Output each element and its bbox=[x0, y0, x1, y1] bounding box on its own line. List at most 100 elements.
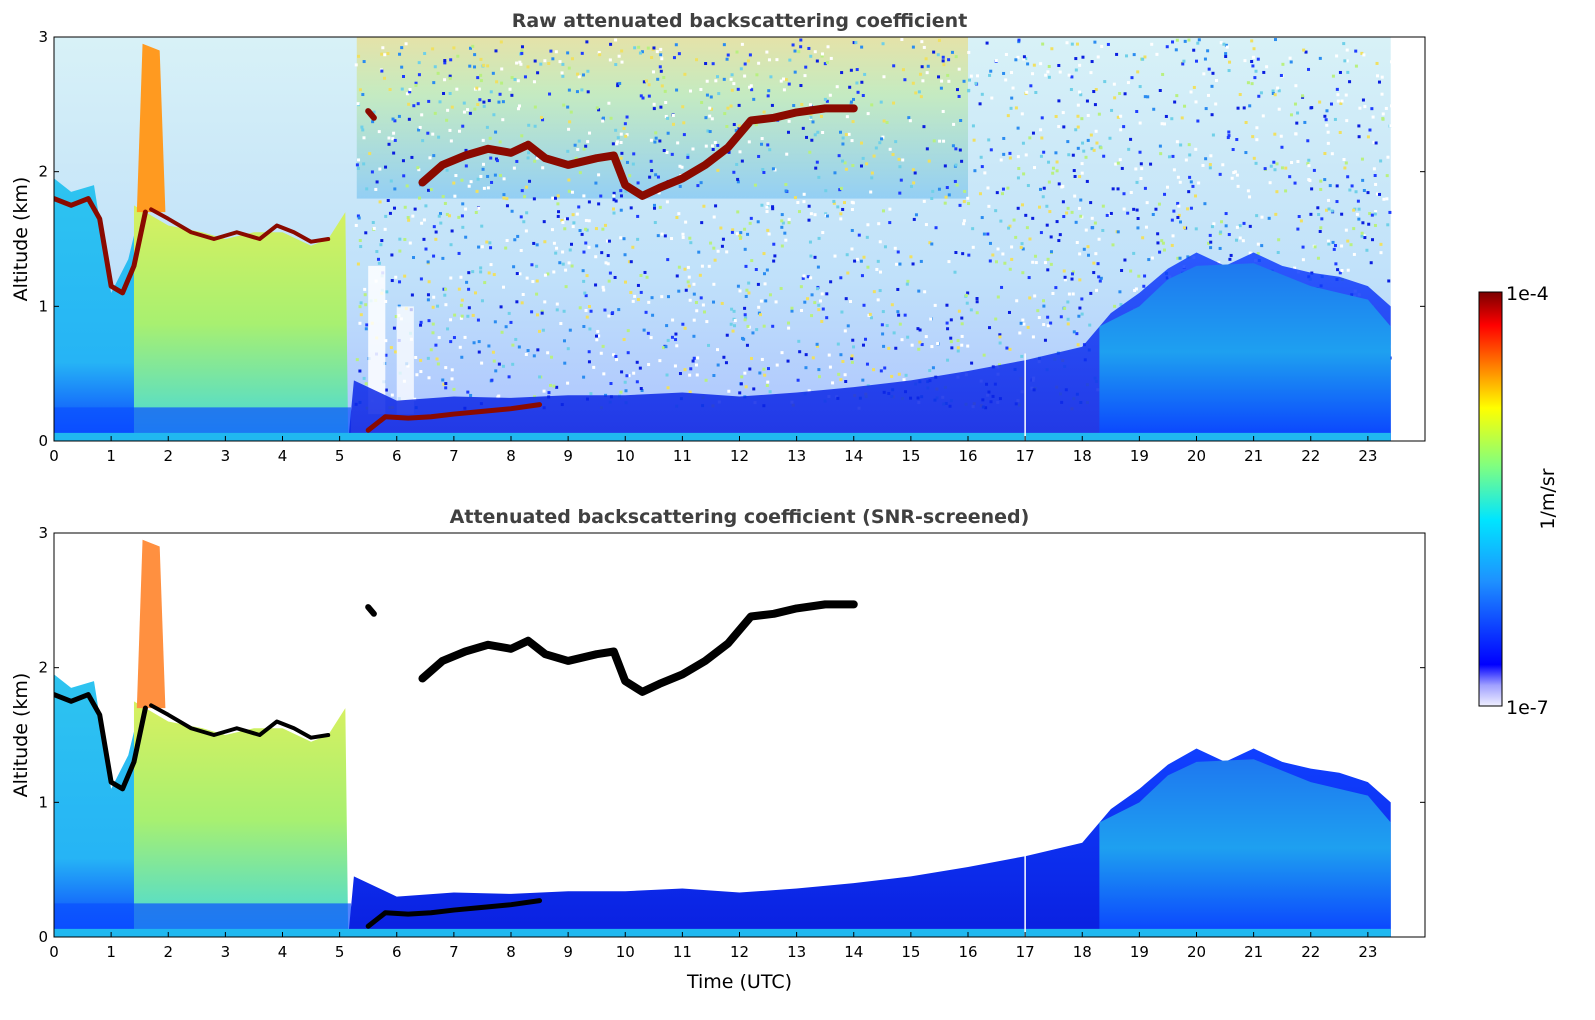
noise-speckle bbox=[1212, 222, 1216, 226]
noise-speckle bbox=[813, 255, 817, 259]
signal-gap bbox=[368, 265, 386, 415]
noise-speckle bbox=[941, 109, 945, 113]
noise-speckle bbox=[525, 276, 529, 280]
noise-speckle bbox=[585, 40, 589, 44]
noise-speckle bbox=[1338, 130, 1342, 134]
noise-speckle bbox=[653, 206, 657, 210]
noise-speckle bbox=[452, 181, 456, 185]
noise-speckle bbox=[1096, 262, 1100, 266]
noise-speckle bbox=[582, 250, 586, 254]
noise-speckle bbox=[1123, 92, 1127, 96]
noise-speckle bbox=[1129, 269, 1133, 273]
noise-speckle bbox=[701, 303, 705, 307]
noise-speckle bbox=[1136, 217, 1140, 221]
noise-speckle bbox=[1094, 252, 1098, 256]
noise-speckle bbox=[1189, 206, 1193, 210]
noise-speckle bbox=[961, 252, 965, 256]
noise-speckle bbox=[526, 156, 530, 160]
noise-speckle bbox=[650, 296, 654, 300]
noise-speckle bbox=[618, 81, 622, 85]
noise-speckle bbox=[726, 53, 730, 57]
noise-speckle bbox=[1380, 92, 1384, 96]
noise-speckle bbox=[1296, 227, 1300, 231]
noise-speckle bbox=[1333, 117, 1337, 121]
noise-speckle bbox=[398, 52, 402, 56]
noise-speckle bbox=[768, 293, 772, 297]
noise-speckle bbox=[394, 315, 398, 319]
noise-speckle bbox=[614, 38, 618, 42]
noise-speckle bbox=[510, 93, 514, 97]
noise-speckle bbox=[1028, 237, 1032, 241]
noise-speckle bbox=[741, 336, 745, 340]
noise-speckle bbox=[921, 79, 925, 83]
noise-speckle bbox=[688, 390, 692, 394]
noise-speckle bbox=[448, 74, 452, 78]
noise-speckle bbox=[387, 136, 391, 140]
noise-speckle bbox=[957, 67, 961, 71]
noise-speckle bbox=[1067, 153, 1071, 157]
noise-speckle bbox=[725, 124, 729, 128]
noise-speckle bbox=[670, 335, 674, 339]
noise-speckle bbox=[699, 181, 703, 185]
noise-speckle bbox=[654, 131, 658, 135]
noise-speckle bbox=[1302, 48, 1306, 52]
noise-speckle bbox=[1002, 152, 1006, 156]
noise-speckle bbox=[1289, 60, 1293, 64]
noise-speckle bbox=[635, 360, 639, 364]
noise-speckle bbox=[1078, 175, 1082, 179]
noise-speckle bbox=[1334, 262, 1338, 266]
noise-speckle bbox=[808, 150, 812, 154]
noise-speckle bbox=[844, 297, 848, 301]
noise-speckle bbox=[434, 343, 438, 347]
noise-speckle bbox=[890, 374, 894, 378]
noise-speckle bbox=[413, 207, 417, 211]
noise-speckle bbox=[849, 100, 853, 104]
noise-speckle bbox=[787, 326, 791, 330]
noise-speckle bbox=[1098, 279, 1102, 283]
noise-speckle bbox=[1344, 228, 1348, 232]
noise-speckle bbox=[1138, 121, 1142, 125]
noise-speckle bbox=[904, 373, 908, 377]
noise-speckle bbox=[631, 299, 635, 303]
noise-speckle bbox=[660, 295, 664, 299]
noise-speckle bbox=[1233, 170, 1237, 174]
noise-speckle bbox=[1162, 248, 1166, 252]
noise-speckle bbox=[538, 375, 542, 379]
noise-speckle bbox=[820, 292, 824, 296]
noise-speckle bbox=[739, 235, 743, 239]
noise-speckle bbox=[988, 241, 992, 245]
noise-speckle bbox=[771, 205, 775, 209]
signal-gap bbox=[396, 306, 414, 415]
noise-speckle bbox=[1323, 152, 1327, 156]
noise-speckle bbox=[943, 201, 947, 205]
noise-speckle bbox=[861, 378, 865, 382]
noise-speckle bbox=[1254, 161, 1258, 165]
noise-speckle bbox=[1160, 239, 1164, 243]
noise-speckle bbox=[1246, 189, 1250, 193]
noise-speckle bbox=[678, 372, 682, 376]
noise-speckle bbox=[642, 328, 646, 332]
noise-speckle bbox=[449, 243, 453, 247]
noise-speckle bbox=[1136, 226, 1140, 230]
noise-speckle bbox=[619, 208, 623, 212]
x-tick-label: 4 bbox=[278, 447, 288, 465]
x-tick-label: 3 bbox=[221, 943, 231, 961]
noise-speckle bbox=[354, 223, 358, 227]
noise-speckle bbox=[806, 275, 810, 279]
noise-speckle bbox=[1001, 192, 1005, 196]
noise-speckle bbox=[1301, 245, 1305, 249]
noise-speckle bbox=[543, 240, 547, 244]
noise-speckle bbox=[646, 46, 650, 50]
noise-speckle bbox=[477, 245, 481, 249]
noise-speckle bbox=[1143, 95, 1147, 99]
noise-speckle bbox=[1256, 252, 1260, 256]
noise-speckle bbox=[587, 200, 591, 204]
noise-speckle bbox=[969, 308, 973, 312]
noise-speckle bbox=[483, 281, 487, 285]
noise-speckle bbox=[828, 365, 832, 369]
noise-speckle bbox=[1256, 57, 1260, 61]
noise-speckle bbox=[1335, 54, 1339, 58]
noise-speckle bbox=[1034, 91, 1038, 95]
noise-speckle bbox=[854, 41, 858, 45]
noise-speckle bbox=[632, 152, 636, 156]
